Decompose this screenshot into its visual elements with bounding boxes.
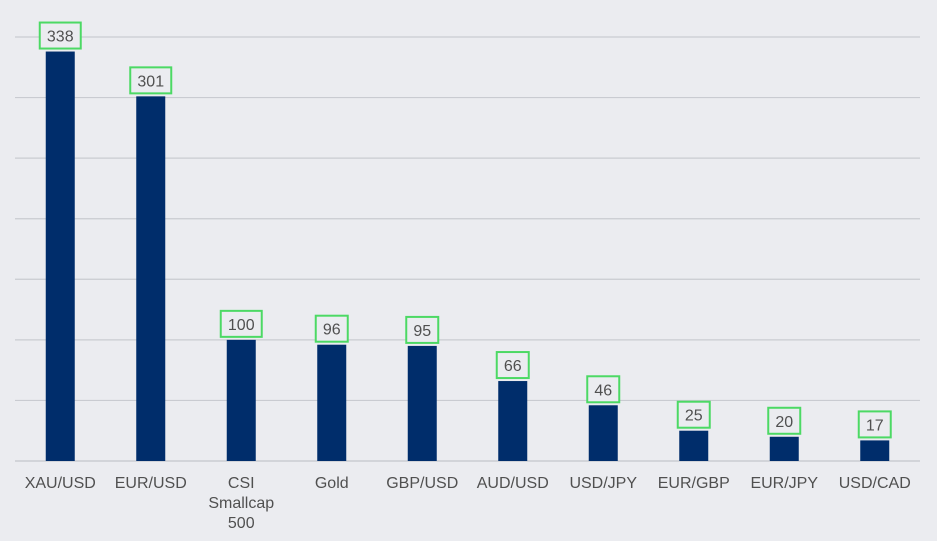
data-label-box <box>38 21 82 50</box>
category-label: EUR/GBP <box>658 475 730 492</box>
bars <box>45 51 890 462</box>
data-label: 338 <box>47 29 74 46</box>
category-label: EUR/USD <box>115 475 187 492</box>
bar <box>588 405 618 461</box>
category-label: EUR/JPY <box>750 475 818 492</box>
data-label-box <box>767 406 802 435</box>
bar <box>226 339 256 461</box>
data-label: 96 <box>323 322 341 339</box>
bar <box>45 51 75 462</box>
data-label-box <box>586 375 621 404</box>
data-label-box <box>495 351 530 380</box>
category-label: AUD/USD <box>477 475 549 492</box>
data-labels: 338 301 100 96 95 66 46 25 20 17 <box>38 21 892 439</box>
bar <box>679 430 709 461</box>
category-labels: XAU/USD EUR/USD CSI Smallcap 500 Gold GBP/USD A… <box>25 475 911 532</box>
bar <box>407 345 437 461</box>
bar <box>498 381 528 461</box>
data-label-box <box>857 410 892 439</box>
category-label: XAU/USD <box>25 475 96 492</box>
data-label-box <box>676 400 711 429</box>
data-label: 25 <box>685 408 703 425</box>
data-label-box <box>405 315 440 344</box>
bar <box>136 96 166 462</box>
gridlines <box>15 36 920 462</box>
data-label: 95 <box>413 323 431 340</box>
data-label: 100 <box>228 317 255 334</box>
bar <box>860 440 890 461</box>
bar <box>317 344 347 461</box>
data-label: 20 <box>775 414 793 431</box>
category-label: GBP/USD <box>386 475 458 492</box>
category-label: Gold <box>315 475 349 492</box>
data-label-box <box>314 314 349 343</box>
category-label: CSI Smallcap 500 <box>208 475 274 532</box>
data-label: 301 <box>137 73 164 90</box>
data-label-box <box>129 66 173 95</box>
data-label: 66 <box>504 358 522 375</box>
data-label: 17 <box>866 417 884 434</box>
category-label: USD/CAD <box>839 475 911 492</box>
data-label: 46 <box>594 382 612 399</box>
data-label-box <box>219 309 263 338</box>
bar <box>769 436 799 461</box>
category-label: USD/JPY <box>569 475 637 492</box>
